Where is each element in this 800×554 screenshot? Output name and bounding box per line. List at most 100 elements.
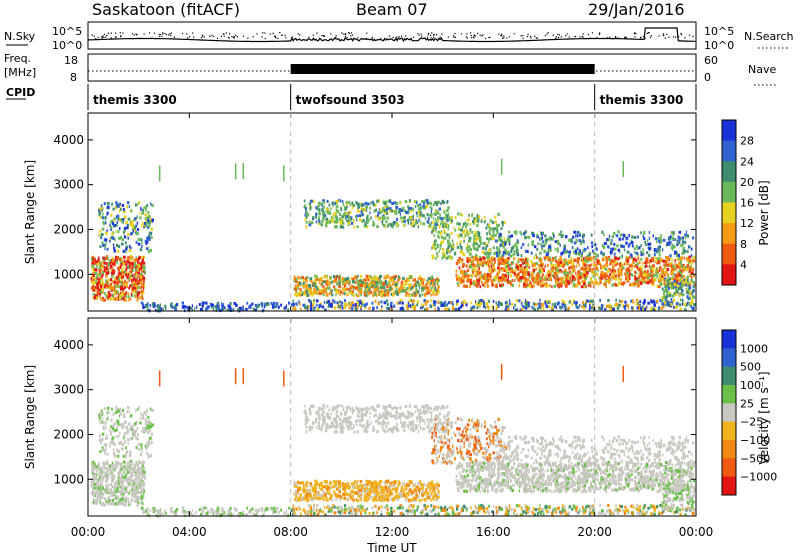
cpid-segment-label: themis 3300 xyxy=(600,93,684,107)
power-cell xyxy=(522,243,525,246)
power-cell xyxy=(133,294,136,298)
power-cell xyxy=(319,212,321,216)
power-cell xyxy=(127,233,130,236)
noise-search-dot xyxy=(506,37,508,39)
power-cell xyxy=(360,207,363,211)
power-cell xyxy=(445,209,449,213)
power-cell xyxy=(418,208,420,212)
power-cell xyxy=(610,270,613,274)
power-cell xyxy=(686,268,689,272)
power-cell xyxy=(567,250,571,254)
noise-search-dot xyxy=(513,33,515,35)
power-cell xyxy=(666,256,669,260)
power-cell xyxy=(659,268,661,272)
power-cell xyxy=(550,278,553,282)
power-cell xyxy=(670,264,673,268)
power-cell xyxy=(242,305,244,309)
power-cell xyxy=(624,277,628,281)
power-cell xyxy=(430,212,433,216)
power-cell xyxy=(531,271,535,275)
power-cell xyxy=(504,258,507,262)
power-cell xyxy=(672,248,674,252)
power-cell xyxy=(519,308,522,312)
power-cell xyxy=(570,256,573,260)
power-cell xyxy=(359,283,362,287)
power-cell xyxy=(248,305,250,309)
noise-search-dot xyxy=(170,32,172,34)
power-cell xyxy=(137,232,139,235)
power-cell xyxy=(440,235,443,239)
power-cell xyxy=(435,209,438,213)
power-cell xyxy=(506,302,509,306)
power-cell xyxy=(611,234,614,238)
power-cell xyxy=(561,270,563,274)
power-cell xyxy=(310,305,313,308)
power-cell xyxy=(434,209,437,213)
power-cell xyxy=(402,216,405,220)
power-cell xyxy=(101,241,104,245)
power-cell xyxy=(110,226,113,229)
power-cell xyxy=(408,207,411,210)
power-cell xyxy=(298,276,301,280)
power-cell xyxy=(435,223,438,226)
power-cell xyxy=(115,230,117,234)
power-cell xyxy=(680,244,683,247)
power-cell xyxy=(255,303,257,307)
power-cell xyxy=(434,221,436,225)
power-cell xyxy=(443,255,446,259)
power-cell xyxy=(479,262,481,266)
power-cell xyxy=(94,295,97,299)
power-cell xyxy=(672,232,675,236)
power-cell xyxy=(453,226,455,230)
power-cell xyxy=(536,307,539,311)
power-cell xyxy=(94,286,97,289)
power-cell xyxy=(516,251,519,255)
power-cell xyxy=(386,293,390,297)
noise-search-dot xyxy=(220,35,222,37)
power-cell xyxy=(310,293,314,297)
power-cell xyxy=(657,257,660,261)
power-cell xyxy=(399,276,401,280)
power-cell xyxy=(403,224,405,228)
power-cell xyxy=(604,267,608,271)
power-cell xyxy=(666,273,670,277)
power-cell xyxy=(382,200,384,204)
power-cell xyxy=(125,268,128,272)
power-cell xyxy=(465,284,469,288)
power-cell xyxy=(366,302,368,306)
noise-search-dot xyxy=(115,32,117,34)
noise-search-dot xyxy=(322,35,324,37)
cpid-label: CPID xyxy=(6,86,35,99)
power-cell xyxy=(674,266,676,270)
power-cell xyxy=(445,213,447,217)
power-cell xyxy=(306,286,309,290)
power-cell xyxy=(458,226,461,230)
power-cell xyxy=(685,283,688,287)
power-cell xyxy=(498,263,500,267)
power-cell xyxy=(611,266,614,270)
power-cell xyxy=(482,300,485,304)
power-cell xyxy=(507,264,509,268)
power-cell xyxy=(644,275,647,279)
power-cell xyxy=(378,217,380,221)
power-cell xyxy=(386,212,389,215)
power-cell xyxy=(468,265,471,269)
power-cell xyxy=(562,262,565,265)
power-cell xyxy=(545,300,548,304)
power-cell xyxy=(344,216,347,220)
power-cell xyxy=(318,212,320,216)
power-cell xyxy=(116,223,118,227)
power-cell xyxy=(410,287,412,291)
power-cell xyxy=(100,236,103,240)
power-cell xyxy=(475,242,479,246)
power-cell xyxy=(495,305,498,309)
power-cell xyxy=(598,306,601,310)
power-cell xyxy=(620,269,623,273)
power-cell xyxy=(364,306,367,310)
power-cell xyxy=(415,280,418,284)
noise-search-dot xyxy=(343,33,345,35)
power-cell xyxy=(463,284,466,288)
power-cell xyxy=(541,236,543,240)
power-cell xyxy=(400,289,403,293)
cpid-segment-label: twofsound 3503 xyxy=(296,93,405,107)
